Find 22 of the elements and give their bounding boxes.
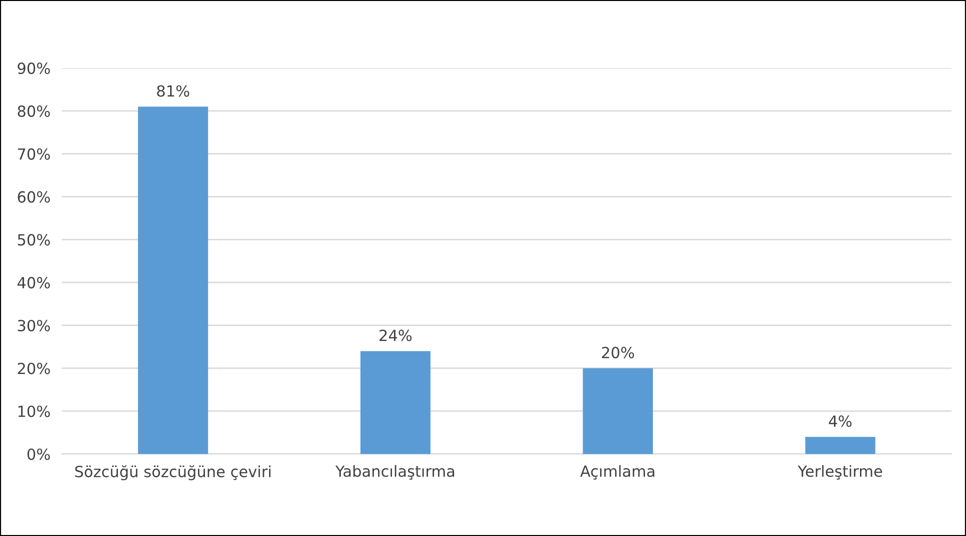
y-tick-label: 30% bbox=[18, 320, 50, 332]
y-tick-label: 10% bbox=[18, 406, 50, 418]
data-label: 4% bbox=[828, 415, 852, 427]
bar bbox=[805, 436, 876, 454]
bar bbox=[582, 368, 653, 454]
x-tick-label: Yabancılaştırma bbox=[335, 465, 454, 480]
y-tick-label: 20% bbox=[18, 362, 50, 374]
y-tick-label: 0% bbox=[27, 448, 50, 460]
bar bbox=[138, 106, 208, 454]
data-label: 24% bbox=[380, 330, 412, 342]
bar bbox=[360, 351, 430, 454]
y-tick-label: 90% bbox=[18, 62, 50, 74]
x-tick-label: Yerleştirme bbox=[798, 465, 882, 480]
x-tick-label: Açımlama bbox=[580, 465, 654, 480]
y-tick-label: 80% bbox=[18, 105, 50, 117]
y-tick-label: 70% bbox=[18, 148, 50, 160]
data-label: 20% bbox=[602, 346, 634, 358]
y-tick-label: 60% bbox=[18, 191, 50, 203]
x-tick-label: Sözcüğü sözcüğüne çeviri bbox=[75, 465, 270, 480]
y-tick-label: 50% bbox=[18, 234, 50, 246]
y-tick-label: 40% bbox=[18, 276, 50, 288]
data-label: 81% bbox=[157, 85, 190, 97]
